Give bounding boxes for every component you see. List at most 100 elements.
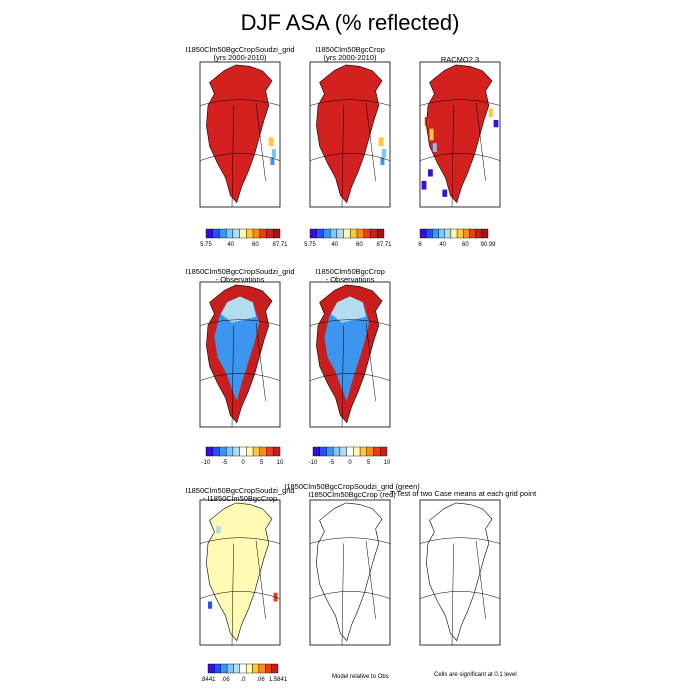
colorbar-swatch xyxy=(214,663,221,674)
panel-title-line: I1850Clm50BgcCropSoudzi_grid xyxy=(185,486,295,495)
colorbar-swatch xyxy=(271,663,279,674)
panel-title-line: I1850Clm50BgcCropSoudzi_grid xyxy=(185,45,295,54)
panel-title-line: I1850Clm50BgcCrop xyxy=(315,45,385,54)
latitude-line xyxy=(199,373,281,381)
longitude-line xyxy=(231,105,234,208)
colorbar-tick-label: 90.99 xyxy=(480,242,496,248)
colorbar-swatch xyxy=(339,446,347,457)
colorbar-swatch xyxy=(353,446,361,457)
colorbar-swatch xyxy=(239,663,247,674)
panel-title-r3c3: T-Test of two Case means at each grid po… xyxy=(378,490,548,498)
map-panel-r3c3 xyxy=(419,499,501,646)
grid-cell xyxy=(382,149,386,158)
latitude-line xyxy=(419,537,501,544)
colorbar-r2c2: -10 -5 0 5 10 xyxy=(309,446,391,466)
grid-cell xyxy=(272,149,276,158)
colorbar-tick-label: 1.5841 xyxy=(269,677,288,683)
colorbar-swatch xyxy=(252,228,261,239)
latitude-line xyxy=(309,537,391,544)
grid-cell xyxy=(432,143,437,152)
colorbar-swatch xyxy=(212,446,220,457)
ice-sheet-fill xyxy=(316,64,382,203)
colorbar-swatch xyxy=(377,228,385,239)
map-frame xyxy=(309,281,391,428)
colorbar-swatch xyxy=(425,228,433,239)
panel-title-line: T-Test of two Case means at each grid po… xyxy=(389,489,537,498)
colorbar-swatch xyxy=(323,228,331,239)
panel-title-line: I1850Clm50BgcCrop (red) xyxy=(308,490,396,499)
colorbar-swatch xyxy=(309,228,317,239)
longitude-line xyxy=(475,102,486,181)
longitude-line xyxy=(451,543,454,646)
grid-cell xyxy=(442,189,448,197)
ice-sheet-fill xyxy=(426,64,492,203)
colorbar-swatch xyxy=(346,446,354,457)
colorbar-tick-label: 40 xyxy=(439,242,446,248)
panel-title-line: - Observations xyxy=(325,275,375,284)
colorbar-tick-label: 60 xyxy=(462,242,469,248)
panel-title-line: (yrs 2000-2010) xyxy=(213,53,267,62)
longitude-line xyxy=(365,540,376,619)
coastline xyxy=(316,502,383,642)
panel-title-r1c2: I1850Clm50BgcCrop (yrs 2000-2010) xyxy=(290,46,410,62)
grid-cell xyxy=(421,180,427,190)
panel-title-r2c1: I1850Clm50BgcCropSoudzi_grid - Observati… xyxy=(180,268,300,284)
longitude-line xyxy=(231,325,234,428)
colorbar-tick-label: 10 xyxy=(277,460,284,466)
colorbar-swatch xyxy=(245,663,253,674)
map-frame xyxy=(199,499,281,646)
colorbar-r1c1: 5.75 40 60 87.71 xyxy=(200,228,288,248)
panel-title-r3c2: I1850Clm50BgcCropSoudzi_grid (green) I18… xyxy=(282,483,422,499)
panel-title-line: I1850Clm50BgcCropSoudzi_grid xyxy=(185,267,295,276)
panel-title-line: I1850Clm50BgcCrop xyxy=(315,267,385,276)
map-panel-r3c2 xyxy=(309,499,391,646)
map-frame xyxy=(309,499,391,646)
grid-cell xyxy=(208,601,212,609)
map-panel-r1c3 xyxy=(419,61,501,208)
colorbar-r1c3: 6 40 60 90.99 xyxy=(418,228,496,248)
colorbar-tick-label: 40 xyxy=(331,242,338,248)
colorbar-swatch xyxy=(239,446,247,457)
colorbar-swatch xyxy=(312,446,320,457)
map-panel-r1c1 xyxy=(199,61,281,208)
longitude-line xyxy=(255,540,266,619)
map-panel-r1c2 xyxy=(309,61,391,208)
coastline xyxy=(206,64,273,204)
panel-title-r1c1: I1850Clm50BgcCropSoudzi_grid (yrs 2000-2… xyxy=(180,46,300,62)
latitude-line xyxy=(419,99,501,106)
colorbar-tick-label: 5.75 xyxy=(200,242,212,248)
colorbar-swatch xyxy=(233,663,241,674)
colorbar-swatch xyxy=(316,228,324,239)
colorbar-swatch xyxy=(336,228,344,239)
coastline xyxy=(316,284,383,424)
latitude-line xyxy=(199,99,281,106)
colorbar-swatch xyxy=(258,663,266,674)
longitude-line xyxy=(365,102,376,181)
difference-fill xyxy=(206,502,272,641)
colorbar-swatch xyxy=(273,228,281,239)
latitude-line xyxy=(309,319,391,326)
colorbar-swatch xyxy=(438,228,445,239)
colorbar-tick-label: .06 xyxy=(221,677,230,683)
map-panel-r2c1 xyxy=(199,281,281,428)
longitude-line xyxy=(451,105,454,208)
latitude-line xyxy=(419,591,501,599)
colorbar-tick-label: 0 xyxy=(241,460,245,466)
colorbar-swatch xyxy=(226,663,234,674)
colorbar-r3c1: .8441 .06 .0 .06 1.5841 xyxy=(200,663,288,683)
colorbar-swatch xyxy=(207,663,215,674)
colorbar-swatch xyxy=(319,446,327,457)
coastline xyxy=(426,502,493,642)
longitude-line xyxy=(255,322,266,401)
note-model-relative: Model relative to Obs xyxy=(332,674,389,680)
grid-cell xyxy=(488,108,493,118)
colorbar-swatch xyxy=(246,446,254,457)
map-frame xyxy=(309,61,391,208)
longitude-line xyxy=(231,543,234,646)
grid-cell xyxy=(493,120,499,128)
colorbar-swatch xyxy=(259,228,267,239)
latitude-line xyxy=(309,153,391,161)
colorbar-swatch xyxy=(326,446,334,457)
longitude-line xyxy=(341,105,344,208)
colorbar-swatch xyxy=(239,228,247,239)
